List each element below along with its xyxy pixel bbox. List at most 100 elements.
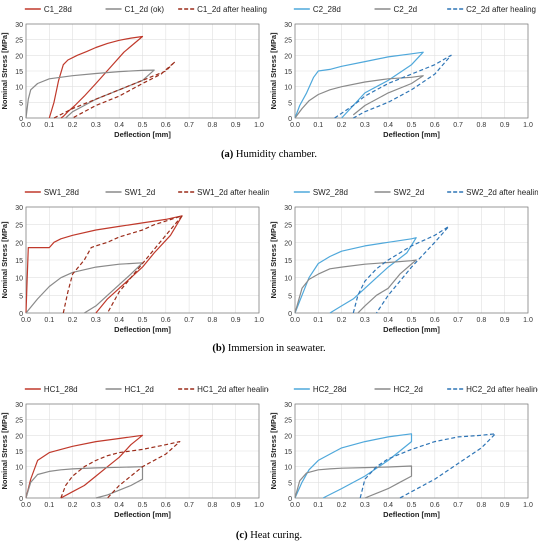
y-tick-label: 10	[15, 276, 23, 283]
y-tick-label: 0	[288, 496, 292, 503]
plot-area	[25, 403, 260, 499]
y-tick-label: 5	[288, 480, 292, 487]
y-tick-label: 20	[284, 240, 292, 247]
caption-b-letter: (b)	[212, 343, 226, 354]
series-line-2	[25, 69, 155, 119]
legend-label: HC1_28d	[44, 385, 78, 394]
x-tick-label: 1.0	[523, 502, 533, 509]
legend-label: C1_28d	[44, 5, 72, 14]
y-tick-label: 15	[15, 258, 23, 265]
x-tick-label: 0.6	[430, 122, 440, 129]
x-tick-label: 0.1	[44, 122, 54, 129]
y-tick-label: 30	[284, 22, 292, 29]
x-tick-label: 0.7	[453, 502, 463, 509]
series-line-2	[25, 466, 144, 499]
x-tick-label: 0.3	[91, 502, 101, 509]
y-tick-label: 25	[15, 418, 23, 425]
legend-label: C2_2d	[394, 5, 418, 14]
x-tick-label: 0.9	[231, 502, 241, 509]
x-tick-label: 0.5	[138, 317, 148, 324]
x-tick-label: 0.5	[407, 122, 417, 129]
x-tick-label: 0.3	[360, 502, 370, 509]
y-tick-label: 5	[288, 100, 292, 107]
x-tick-label: 0.5	[138, 122, 148, 129]
y-tick-label: 5	[19, 100, 23, 107]
x-tick-label: 0.0	[21, 317, 31, 324]
legend-label: HC2_28d	[313, 385, 347, 394]
x-tick-label: 0.0	[21, 122, 31, 129]
x-tick-label: 0.7	[184, 122, 194, 129]
chart-b-left: 0 5 10 15 20 25 30 0.0 0.1 0.2 0.3 0.4 0.5 0.6 0.7 0.8 0…	[0, 188, 269, 334]
y-tick-label: 30	[15, 402, 23, 409]
x-tick-label: 0.1	[313, 122, 323, 129]
y-tick-label: 30	[284, 402, 292, 409]
legend-label: C1_2d (ok)	[125, 5, 165, 14]
chart-c-left: 0 5 10 15 20 25 30 0.0 0.1 0.2 0.3 0.4 0.5 0.6 0.7 0.8 0…	[0, 385, 269, 519]
x-tick-label: 0.7	[184, 317, 194, 324]
x-axis-label: Deflection [mm]	[114, 130, 171, 139]
plot-area	[294, 206, 529, 314]
x-tick-label: 0.5	[407, 317, 417, 324]
legend-label: HC2_2d after healing	[466, 385, 538, 394]
y-tick-label: 20	[284, 433, 292, 440]
y-tick-label: 15	[284, 258, 292, 265]
y-axis-label: Nominal Stress [MPa]	[0, 32, 9, 110]
x-tick-label: 0.2	[68, 317, 78, 324]
y-tick-label: 5	[288, 293, 292, 300]
caption-b: (b) Immersion in seawater.	[0, 343, 538, 354]
x-tick-label: 0.6	[430, 502, 440, 509]
caption-c-letter: (c)	[235, 530, 248, 541]
y-tick-label: 10	[284, 276, 292, 283]
series-line-3	[352, 225, 450, 314]
y-axis-label: Nominal Stress [MPa]	[269, 221, 278, 299]
y-tick-label: 0	[288, 116, 292, 123]
x-tick-label: 0.0	[21, 502, 31, 509]
series-line-1	[25, 434, 144, 499]
x-tick-label: 0.4	[114, 502, 124, 509]
y-axis-label: Nominal Stress [MPa]	[0, 221, 9, 299]
x-tick-label: 0.9	[500, 317, 510, 324]
legend-label: SW1_2d after healing	[197, 188, 269, 197]
x-tick-label: 0.2	[337, 317, 347, 324]
x-tick-label: 1.0	[523, 122, 533, 129]
x-tick-label: 0.8	[477, 502, 487, 509]
x-tick-label: 0.2	[68, 502, 78, 509]
y-axis-label: Nominal Stress [MPa]	[269, 412, 278, 490]
caption-c: (c) Heat curing.	[0, 530, 538, 541]
x-tick-label: 0.5	[407, 502, 417, 509]
chart-b-right: 0 5 10 15 20 25 30 0.0 0.1 0.2 0.3 0.4 0.5 0.6 0.7 0.8 0…	[269, 188, 538, 334]
x-axis-label: Deflection [mm]	[383, 130, 440, 139]
y-tick-label: 10	[284, 465, 292, 472]
plot-area	[294, 23, 529, 119]
caption-a-text: Humidity chamber.	[235, 149, 317, 160]
x-tick-label: 0.3	[360, 317, 370, 324]
x-tick-label: 0.2	[68, 122, 78, 129]
series-line-3	[334, 54, 452, 119]
y-tick-label: 0	[288, 311, 292, 318]
x-axis-label: Deflection [mm]	[383, 325, 440, 334]
y-axis-label: Nominal Stress [MPa]	[0, 412, 9, 490]
x-tick-label: 0.8	[477, 122, 487, 129]
x-tick-label: 0.7	[453, 122, 463, 129]
y-tick-label: 15	[15, 69, 23, 76]
y-tick-label: 15	[284, 69, 292, 76]
y-tick-label: 15	[15, 449, 23, 456]
x-tick-label: 0.6	[161, 317, 171, 324]
plot-area	[25, 23, 260, 119]
y-tick-label: 25	[284, 418, 292, 425]
legend-label: C1_2d after healing	[197, 5, 267, 14]
x-tick-label: 0.1	[313, 317, 323, 324]
series-line-1	[294, 51, 424, 119]
legend-label: SW2_28d	[313, 188, 348, 197]
series-line-3	[53, 61, 176, 119]
y-tick-label: 0	[19, 116, 23, 123]
x-tick-label: 0.0	[290, 502, 300, 509]
x-tick-label: 0.4	[383, 122, 393, 129]
plot-area	[25, 206, 260, 314]
y-tick-label: 10	[15, 85, 23, 92]
x-tick-label: 0.1	[44, 502, 54, 509]
x-tick-label: 0.2	[337, 122, 347, 129]
x-tick-label: 0.4	[383, 317, 393, 324]
y-tick-label: 0	[19, 496, 23, 503]
x-tick-label: 0.4	[114, 317, 124, 324]
